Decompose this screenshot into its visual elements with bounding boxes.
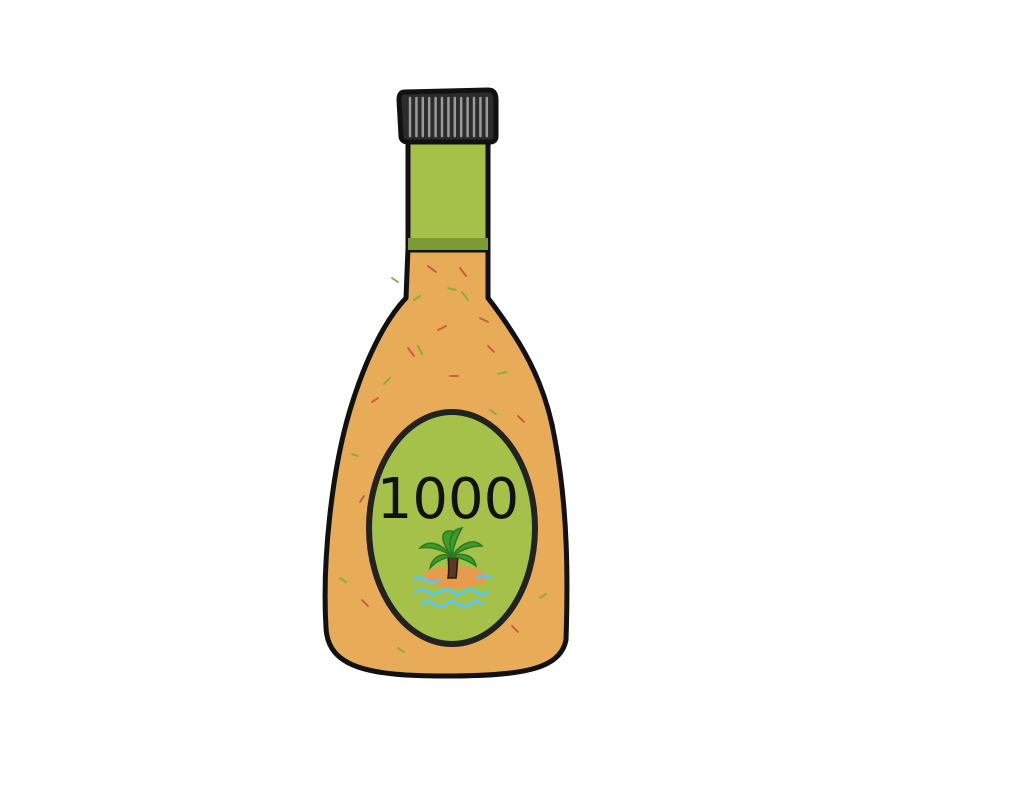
- dressing-fleck: [383, 377, 391, 385]
- dressing-flecks: [339, 265, 547, 653]
- bottle-label: [366, 409, 538, 647]
- dressing-fleck: [427, 265, 437, 273]
- dressing-fleck: [479, 317, 489, 323]
- dressing-fleck: [487, 345, 495, 353]
- dressing-fleck: [351, 453, 359, 457]
- dressing-fleck: [517, 415, 525, 423]
- cap-ridges: [408, 96, 489, 138]
- dressing-fleck: [497, 371, 507, 375]
- water-waves-icon: [412, 574, 492, 608]
- dressing-fleck: [417, 345, 423, 355]
- dressing-fleck: [489, 409, 497, 415]
- dressing-fleck: [359, 495, 365, 503]
- dressing-fleck: [361, 599, 369, 607]
- palm-trunk: [447, 555, 459, 579]
- dressing-fleck: [459, 267, 467, 277]
- dressing-fleck: [447, 287, 457, 291]
- palm-tree-icon: [417, 526, 484, 571]
- dressing-fleck: [407, 347, 415, 357]
- dressing-fleck: [461, 291, 469, 301]
- neck-band: [408, 238, 488, 250]
- dressing-fleck: [371, 397, 379, 403]
- bottle-neck: [405, 137, 491, 253]
- dressing-fleck: [397, 647, 405, 653]
- dressing-fleck: [339, 577, 347, 583]
- dressing-fleck: [437, 325, 447, 331]
- dressing-fleck: [391, 277, 399, 283]
- dressing-fleck: [511, 625, 519, 633]
- label-number: 1000: [377, 467, 520, 532]
- dressing-fleck: [413, 295, 421, 301]
- dressing-fleck: [539, 593, 547, 599]
